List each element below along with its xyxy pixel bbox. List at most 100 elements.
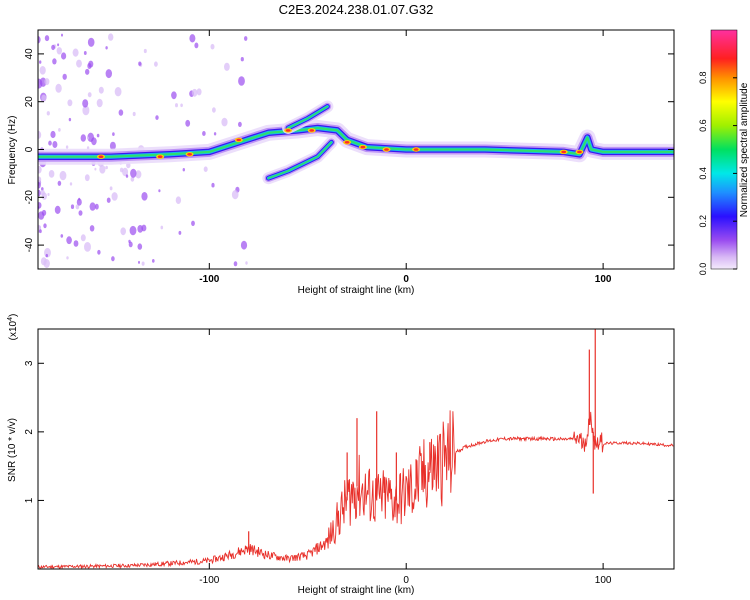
spectrogram-noise-speckle — [38, 78, 43, 89]
spectrogram-noise-speckle — [180, 103, 183, 108]
x-tick-label: 0 — [403, 274, 409, 285]
spectrogram-noise-speckle — [48, 140, 52, 146]
spectrogram-y-label: Frequency (Hz) — [7, 116, 18, 185]
spectrogram-noise-speckle — [238, 121, 242, 127]
spectrogram-noise-speckle — [69, 182, 73, 186]
spectrogram-noise-speckle — [212, 107, 216, 113]
spectrogram-noise-speckle — [130, 176, 135, 182]
spectrogram-noise-speckle — [191, 220, 195, 226]
colorbar: 0.0 0.2 0.4 0.6 0.8 Normalized spectral ampl… — [698, 29, 750, 276]
spectrogram-noise-speckle — [41, 192, 47, 200]
spectrogram-noise-speckle — [122, 167, 129, 177]
y-tick-label: 0 — [24, 146, 35, 152]
spectrogram-noise-speckle — [189, 34, 196, 43]
colorbar-tick-label: 0.6 — [698, 119, 708, 132]
spectrogram-noise-speckle — [87, 37, 95, 47]
y-tick-label: 2 — [24, 429, 35, 435]
spectrogram-noise-speckle — [203, 166, 208, 172]
spectrogram-noise-speckle — [39, 60, 42, 64]
snr-plot-area — [38, 329, 674, 569]
colorbar-gradient — [710, 29, 738, 270]
spectrogram-plot-area — [38, 33, 674, 268]
spectrogram-noise-speckle — [132, 111, 136, 117]
spectrogram-noise-speckle — [60, 234, 64, 238]
spectrogram-noise-speckle — [76, 59, 82, 68]
spectrogram-noise-speckle — [50, 130, 56, 139]
spectrogram-noise-speckle — [87, 136, 89, 140]
y-tick-label: -40 — [24, 237, 35, 252]
spectrogram-noise-speckle — [56, 47, 62, 55]
spectrogram-noise-speckle — [52, 58, 57, 65]
spectrogram-noise-speckle — [109, 141, 116, 151]
spectrogram-noise-speckle — [154, 61, 158, 67]
snr-x-label: Height of straight line (km) — [298, 585, 415, 596]
spectrogram-noise-speckle — [89, 202, 96, 211]
spectrogram-noise-speckle — [55, 83, 62, 93]
spectrogram-noise-speckle — [43, 223, 47, 229]
spectrogram-noise-speckle — [94, 167, 97, 171]
y-tick-label: 40 — [24, 48, 35, 60]
spectrogram-noise-speckle — [118, 109, 124, 116]
spectrogram-ridge — [287, 105, 329, 129]
spectrogram-noise-speckle — [178, 230, 182, 235]
x-tick-label: 0 — [403, 575, 409, 586]
spectrogram-hotspot-core — [384, 148, 389, 151]
spectrogram-noise-speckle — [171, 91, 177, 100]
spectrogram-noise-speckle — [38, 181, 41, 189]
spectrogram-noise-speckle — [89, 225, 95, 232]
spectrogram-noise-speckle — [58, 127, 61, 132]
spectrogram-noise-speckle — [185, 119, 191, 127]
spectrogram-noise-speckle — [70, 204, 75, 209]
snr-y-ticks: 1 2 3 — [24, 360, 674, 503]
spectrogram-hotspot-core — [236, 138, 242, 142]
spectrogram-noise-speckle — [135, 170, 142, 179]
spectrogram-noise-speckle — [91, 137, 97, 146]
snr-x-ticks: -100 0 100 — [199, 329, 612, 586]
spectrogram-noise-speckle — [66, 256, 69, 260]
spectrogram-noise-speckle — [38, 225, 41, 229]
spectrogram-noise-speckle — [48, 170, 55, 178]
y-tick-label: -20 — [24, 190, 35, 205]
spectrogram-noise-speckle — [128, 239, 131, 244]
spectrogram-x-label: Height of straight line (km) — [298, 285, 415, 296]
spectrogram-noise-speckle — [54, 205, 61, 214]
spectrogram-noise-speckle — [40, 257, 47, 266]
x-tick-label: 100 — [595, 274, 612, 285]
spectrogram-noise-speckle — [97, 249, 101, 255]
colorbar-ticks: 0.0 0.2 0.4 0.6 0.8 — [698, 72, 737, 276]
spectrogram-panel: -100 0 100 -40 -20 0 20 40 Height of straight … — [7, 29, 675, 296]
spectrogram-noise-speckle — [39, 66, 46, 75]
spectrogram-noise-speckle — [38, 211, 45, 220]
spectrogram-noise-speckle — [45, 253, 48, 258]
spectrogram-noise-speckle — [73, 240, 79, 247]
y-tick-label: 1 — [24, 497, 35, 503]
spectrogram-hotspot-core — [360, 145, 366, 149]
spectrogram-noise-speckle — [109, 186, 113, 191]
colorbar-tick-label: 0.0 — [698, 263, 708, 276]
spectrogram-noise-speckle — [194, 42, 199, 49]
spectrogram-noise-speckle — [65, 145, 69, 149]
spectrogram-noise-speckle — [80, 234, 86, 242]
colorbar-tick-label: 0.4 — [698, 167, 708, 180]
spectrogram-noise-speckle — [78, 210, 83, 216]
spectrogram-noise-speckle — [138, 61, 142, 66]
spectrogram-noise-speckle — [38, 202, 42, 209]
spectrogram-noise-speckle — [87, 92, 92, 98]
spectrogram-noise-speckle — [38, 189, 41, 197]
snr-panel: -100 0 100 1 2 3 (x104) Height of straight l… — [7, 314, 675, 596]
colorbar-tick-label: 0.2 — [698, 215, 708, 228]
x-tick-label: -100 — [199, 575, 219, 586]
spectrogram-noise-speckle — [44, 35, 50, 42]
spectrogram-noise-speckle — [137, 243, 143, 250]
spectrogram-noise-speckle — [125, 174, 129, 178]
spectrogram-noise-speckle — [52, 141, 58, 148]
spectrogram-noise-speckle — [51, 44, 55, 51]
spectrogram-noise-speckle — [41, 94, 47, 102]
spectrogram-noise-speckle — [221, 117, 228, 127]
spectrogram-noise-speckle — [120, 227, 126, 236]
spectrogram-noise-speckle — [59, 170, 67, 181]
spectrogram-noise-speckle — [44, 78, 50, 86]
spectrogram-noise-speckle — [68, 117, 72, 122]
spectrogram-noise-speckle — [96, 98, 103, 108]
spectrogram-noise-speckle — [112, 132, 115, 137]
